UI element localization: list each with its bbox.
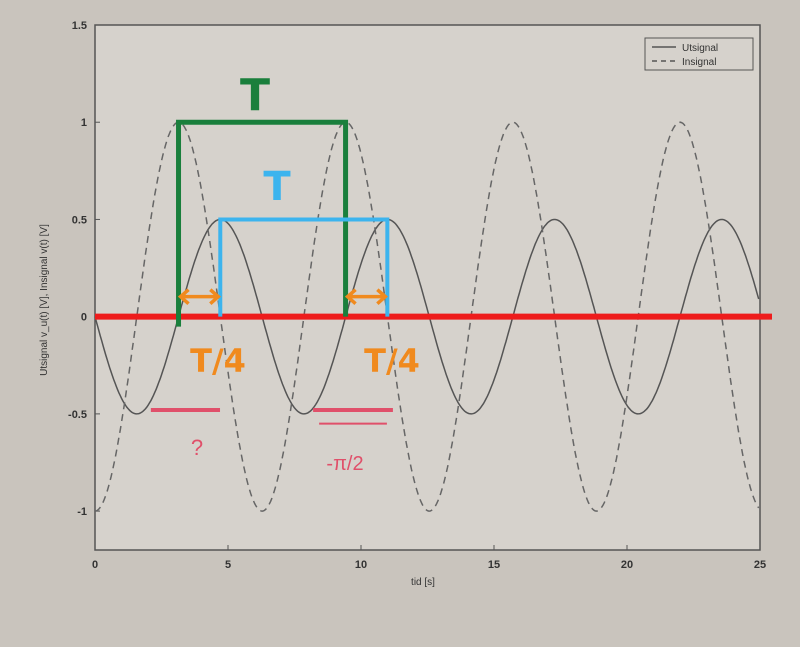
y-tick-label: -0.5 <box>68 409 87 421</box>
green-period-label: T <box>240 70 270 121</box>
quarter-period-arrow-right <box>344 288 388 305</box>
x-tick-label: 20 <box>621 559 633 571</box>
x-tick-label: 10 <box>355 559 367 571</box>
blue-period-label: T <box>263 164 291 210</box>
series-insignal <box>94 121 760 512</box>
x-tick-label: 5 <box>225 559 231 571</box>
quarter-period-arrow-left <box>177 288 221 305</box>
legend-label-utsignal: Utsignal <box>682 43 718 54</box>
plot-area <box>94 24 761 551</box>
y-tick-label: 1 <box>81 117 87 129</box>
x-axis-label: tid [s] <box>411 577 435 588</box>
phase-answer-label: -π/2 <box>326 453 363 475</box>
blue-period-bracket <box>218 217 390 317</box>
x-tick-label: 0 <box>92 559 98 571</box>
legend-label-insignal: Insignal <box>682 57 716 68</box>
y-axis-label: Utsignal v_u(t) [V], Insignal v(t) [V] <box>39 224 50 376</box>
y-tick-label: 0 <box>81 312 87 324</box>
y-tick-label: -1 <box>77 506 87 518</box>
phase-question-label: ? <box>191 435 203 460</box>
legend-box <box>644 37 754 71</box>
quarter-right-label: T/4 <box>364 342 420 380</box>
x-tick-label: 25 <box>754 559 766 571</box>
series-utsignal <box>94 218 760 415</box>
y-tick-label: 1.5 <box>72 20 87 32</box>
legend: Utsignal Insignal <box>644 37 754 71</box>
x-tick-label: 15 <box>488 559 500 571</box>
quarter-left-label: T/4 <box>190 342 246 380</box>
y-tick-label: 0.5 <box>72 214 87 226</box>
